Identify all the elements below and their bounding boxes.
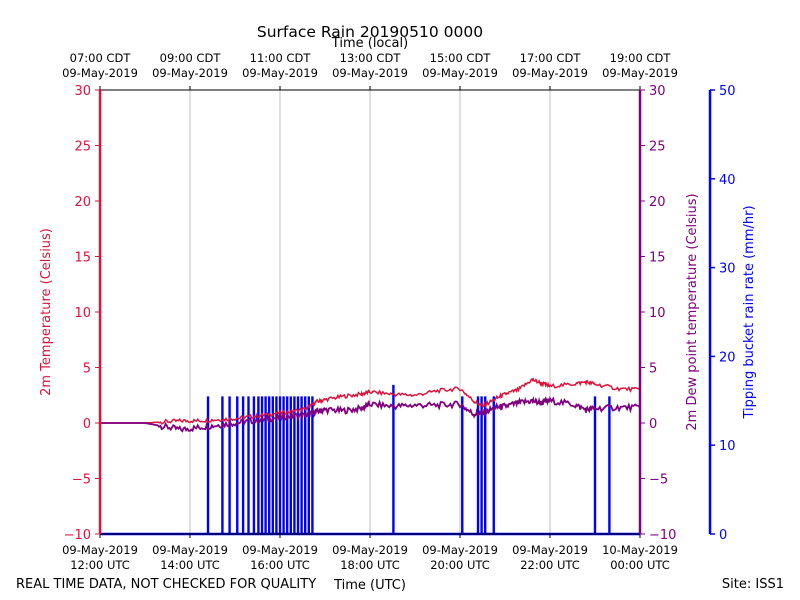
y-axis-left-label: 2m Temperature (Celsius)	[39, 228, 54, 396]
x-tick-label-top: 17:00 CDT	[520, 51, 582, 65]
chart-title: Surface Rain 20190510 0000	[257, 23, 483, 41]
y-tick-label-right-dewpoint: 30	[649, 84, 666, 99]
top-axis-label: Time (local)	[331, 36, 408, 51]
y-tick-label-right-dewpoint: −10	[649, 528, 676, 543]
y-tick-label-right-rain: 0	[719, 528, 727, 543]
series-dewpoint-line	[100, 396, 641, 433]
x-tick-label-bottom: 09-May-2019	[62, 543, 138, 557]
y-tick-label-right-dewpoint: 10	[649, 306, 666, 321]
x-tick-label-bottom: 09-May-2019	[422, 543, 498, 557]
x-tick-label-bottom: 09-May-2019	[512, 543, 588, 557]
y-tick-label-right-dewpoint: 0	[649, 417, 657, 432]
x-tick-label-top: 09-May-2019	[332, 66, 408, 80]
y-tick-label-right-dewpoint: 25	[649, 140, 666, 155]
x-tick-label-bottom: 00:00 UTC	[610, 558, 670, 572]
y-tick-label-right-rain: 20	[719, 350, 736, 365]
x-tick-label-top: 15:00 CDT	[430, 51, 492, 65]
x-tick-label-bottom: 14:00 UTC	[160, 558, 220, 572]
y-tick-label-right-dewpoint: 5	[649, 362, 657, 377]
y-tick-label-right-dewpoint: 15	[649, 251, 666, 266]
x-tick-label-bottom: 10-May-2019	[602, 543, 678, 557]
x-tick-label-bottom: 20:00 UTC	[430, 558, 490, 572]
x-tick-label-bottom: 22:00 UTC	[520, 558, 580, 572]
quality-disclaimer: REAL TIME DATA, NOT CHECKED FOR QUALITY	[16, 577, 316, 592]
x-tick-label-top: 09-May-2019	[602, 66, 678, 80]
y-tick-label-left: 0	[83, 417, 91, 432]
x-tick-label-top: 09-May-2019	[152, 66, 228, 80]
y-tick-label-left: 30	[74, 84, 91, 99]
y-tick-label-left: 5	[83, 362, 91, 377]
y-tick-label-left: −10	[64, 528, 91, 543]
plot-frame	[98, 89, 712, 535]
x-tick-label-top: 09-May-2019	[422, 66, 498, 80]
y-axis-right-dewpoint-label: 2m Dew point temperature (Celsius)	[685, 193, 700, 430]
y-tick-label-left: −5	[72, 473, 91, 488]
y-tick-label-left: 20	[74, 195, 91, 210]
y-tick-label-right-dewpoint: 20	[649, 195, 666, 210]
bottom-axis-label: Time (UTC)	[333, 578, 406, 593]
x-tick-label-top: 07:00 CDT	[70, 51, 132, 65]
x-tick-label-top: 09-May-2019	[62, 66, 138, 80]
x-tick-label-bottom: 09-May-2019	[242, 543, 318, 557]
x-tick-label-top: 09-May-2019	[242, 66, 318, 80]
y-tick-label-right-rain: 40	[719, 173, 736, 188]
x-tick-label-top: 09:00 CDT	[160, 51, 222, 65]
y-tick-label-right-rain: 50	[719, 84, 736, 99]
x-tick-label-top: 11:00 CDT	[250, 51, 312, 65]
x-gridlines	[189, 90, 551, 534]
y-tick-label-left: 15	[74, 251, 91, 266]
x-tick-label-bottom: 09-May-2019	[332, 543, 408, 557]
x-tick-label-top: 09-May-2019	[512, 66, 588, 80]
x-tick-label-bottom: 09-May-2019	[152, 543, 228, 557]
y-axis-right-rain-label: Tipping bucket rain rate (mm/hr)	[742, 205, 757, 419]
x-tick-label-top: 19:00 CDT	[610, 51, 672, 65]
series-temperature-line	[100, 377, 641, 425]
y-tick-label-right-rain: 30	[719, 262, 736, 277]
x-tick-label-bottom: 12:00 UTC	[70, 558, 130, 572]
y-tick-label-right-rain: 10	[719, 439, 736, 454]
x-tick-label-bottom: 18:00 UTC	[340, 558, 400, 572]
y-tick-label-left: 25	[74, 140, 91, 155]
y-tick-label-right-dewpoint: −5	[649, 473, 668, 488]
y-tick-label-left: 10	[74, 306, 91, 321]
x-tick-label-bottom: 16:00 UTC	[250, 558, 310, 572]
x-tick-label-top: 13:00 CDT	[340, 51, 402, 65]
site-label: Site: ISS1	[722, 577, 784, 592]
